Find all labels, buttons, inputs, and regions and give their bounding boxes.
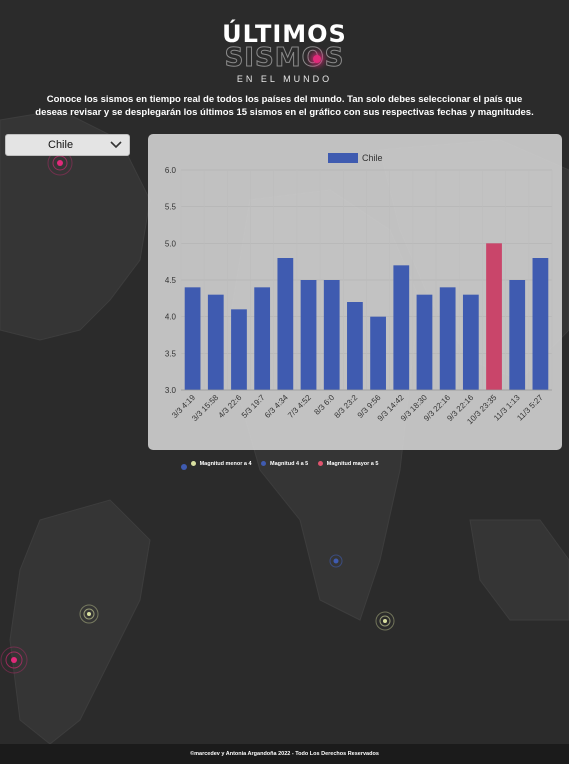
- legend-item-low: Magnitud menor a 4: [190, 461, 252, 467]
- quake-marker-chile: [0, 646, 28, 674]
- logo-tagline: EN EL MUNDO: [236, 74, 333, 84]
- legend-label-high: Magnitud mayor a 5: [326, 461, 379, 467]
- x-tick-label: 7/3 4:52: [286, 393, 313, 420]
- legend-label-mid: Magnitud 4 a 5: [270, 461, 309, 467]
- bar-2: [231, 309, 247, 390]
- legend-item-mid: Magnitud 4 a 5: [261, 461, 308, 467]
- bar-4: [277, 258, 294, 390]
- bar-11: [439, 287, 456, 390]
- x-tick-label: 5/3 19:7: [240, 393, 267, 420]
- magnitude-legend: Magnitud menor a 4 Magnitud 4 a 5 Magnit…: [0, 461, 569, 467]
- country-select-value: Chile: [48, 139, 74, 151]
- logo-pulse-icon: [312, 55, 321, 63]
- bar-7: [347, 302, 363, 390]
- earthquake-chart-card: Chile 3.0 3.5 4.0 4.5 5.0 5.5 6.0 3/3 4:19 3/3 15…: [148, 134, 562, 450]
- x-tick-label: 4/3 22:6: [217, 393, 244, 420]
- quake-marker-southamerica: [79, 604, 99, 624]
- bar-8: [370, 316, 386, 390]
- y-tick-label: 4.0: [165, 313, 177, 322]
- bar-0: [184, 287, 201, 390]
- legend-dot-high: [317, 461, 323, 467]
- y-tick-label: 3.5: [165, 349, 177, 358]
- x-tick-label: 11/3 5:27: [515, 393, 545, 423]
- bar-13: [486, 243, 502, 390]
- bar-3: [254, 287, 271, 390]
- x-tick-label: 8/3 23:2: [333, 393, 360, 420]
- bar-12: [462, 294, 479, 390]
- bar-6: [323, 280, 340, 390]
- quake-marker-atlantic: [181, 464, 187, 470]
- logo-subtitle-text: SISMOS: [224, 43, 345, 73]
- chart-legend-label: Chile: [362, 153, 383, 163]
- chevron-down-icon: [110, 141, 122, 149]
- y-tick-label: 4.5: [165, 276, 177, 285]
- bar-5: [300, 280, 317, 390]
- y-tick-label: 5.0: [165, 239, 177, 248]
- y-tick-label: 5.5: [165, 203, 177, 212]
- y-tick-label: 3.0: [165, 386, 177, 395]
- bar-9: [393, 265, 410, 390]
- legend-label-low: Magnitud menor a 4: [199, 461, 252, 467]
- logo-title: ÚLTIMOS: [222, 20, 347, 48]
- bar-1: [207, 294, 224, 390]
- y-tick-label: 6.0: [165, 166, 177, 175]
- x-tick-label: 6/3 4:34: [263, 393, 290, 420]
- legend-dot-low: [190, 461, 196, 467]
- site-logo: ÚLTIMOS SISMOS EN EL MUNDO: [0, 22, 569, 84]
- chart-legend-swatch: [328, 153, 358, 163]
- bar-15: [532, 258, 549, 390]
- legend-item-high: Magnitud mayor a 5: [317, 461, 379, 467]
- legend-dot-mid: [261, 461, 267, 467]
- quake-marker-africa-east: [329, 554, 343, 568]
- bar-14: [509, 280, 526, 390]
- footer: ©marcedev y Antonia Argandoña 2022 - Tod…: [0, 744, 569, 764]
- logo-subtitle: SISMOS: [224, 43, 345, 73]
- quake-marker-africa-south: [375, 611, 395, 631]
- intro-text: Conoce los sismos en tiempo real de todo…: [35, 94, 534, 118]
- country-select[interactable]: Chile: [5, 134, 130, 156]
- bar-10: [416, 294, 433, 390]
